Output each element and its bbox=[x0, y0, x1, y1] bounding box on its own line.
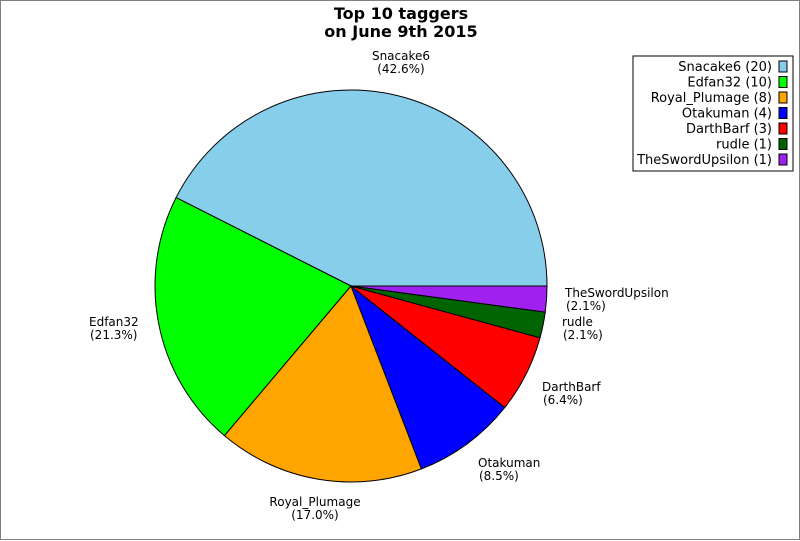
slice-label-percent: (2.1%) bbox=[566, 299, 606, 313]
slice-label-percent: (17.0%) bbox=[291, 508, 338, 522]
legend-box bbox=[632, 55, 794, 172]
pie-slice-otakuman bbox=[349, 284, 506, 470]
pie-slice-royal-plumage bbox=[223, 285, 423, 483]
slice-label-percent: (2.1%) bbox=[563, 328, 603, 342]
legend-swatch bbox=[778, 60, 788, 73]
legend-swatch bbox=[778, 122, 788, 135]
slice-label-name: Otakuman bbox=[478, 456, 540, 470]
slice-label-name: TheSwordUpsilon bbox=[564, 286, 669, 300]
legend-label: TheSwordUpsilon (1) bbox=[636, 153, 772, 168]
slice-label-name: DarthBarf bbox=[542, 380, 601, 394]
chart-title-line-1: Top 10 taggers bbox=[334, 4, 468, 23]
legend-swatch bbox=[778, 153, 788, 166]
legend-label: rudle (1) bbox=[716, 138, 772, 153]
legend-label: Royal_Plumage (8) bbox=[651, 91, 772, 106]
slice-label-percent: (6.4%) bbox=[543, 393, 583, 407]
legend-label: Otakuman (4) bbox=[682, 107, 772, 122]
legend-label: DarthBarf (3) bbox=[686, 122, 772, 137]
legend-label: Edfan32 (10) bbox=[687, 76, 772, 91]
slice-label-percent: (42.6%) bbox=[377, 62, 424, 76]
legend-swatch bbox=[778, 76, 788, 88]
legend-swatch bbox=[778, 91, 788, 104]
slice-label-name: Edfan32 bbox=[89, 315, 139, 329]
pie-slice-snacake6 bbox=[175, 89, 548, 287]
slice-label-name: Snacake6 bbox=[372, 49, 430, 63]
slice-label-percent: (21.3%) bbox=[90, 328, 137, 342]
legend-label: Snacake6 (20) bbox=[678, 60, 772, 75]
legend-swatch bbox=[778, 107, 788, 119]
slice-labels: Snacake6(42.6%) Edfan32(21.3%) Royal_Pluma… bbox=[89, 49, 669, 522]
slice-label-name: rudle bbox=[562, 315, 593, 329]
pie-slices bbox=[154, 89, 548, 483]
legend: Snacake6 (20)Edfan32 (10)Royal_Plumage (… bbox=[632, 55, 794, 172]
legend-swatch bbox=[778, 138, 788, 150]
pie-slice-edfan32 bbox=[154, 196, 352, 437]
chart-title-line-2: on June 9th 2015 bbox=[324, 22, 477, 41]
slice-label-percent: (8.5%) bbox=[479, 469, 519, 483]
slice-label-name: Royal_Plumage bbox=[269, 495, 360, 509]
pie-slice-theswordupsilon bbox=[350, 285, 548, 313]
